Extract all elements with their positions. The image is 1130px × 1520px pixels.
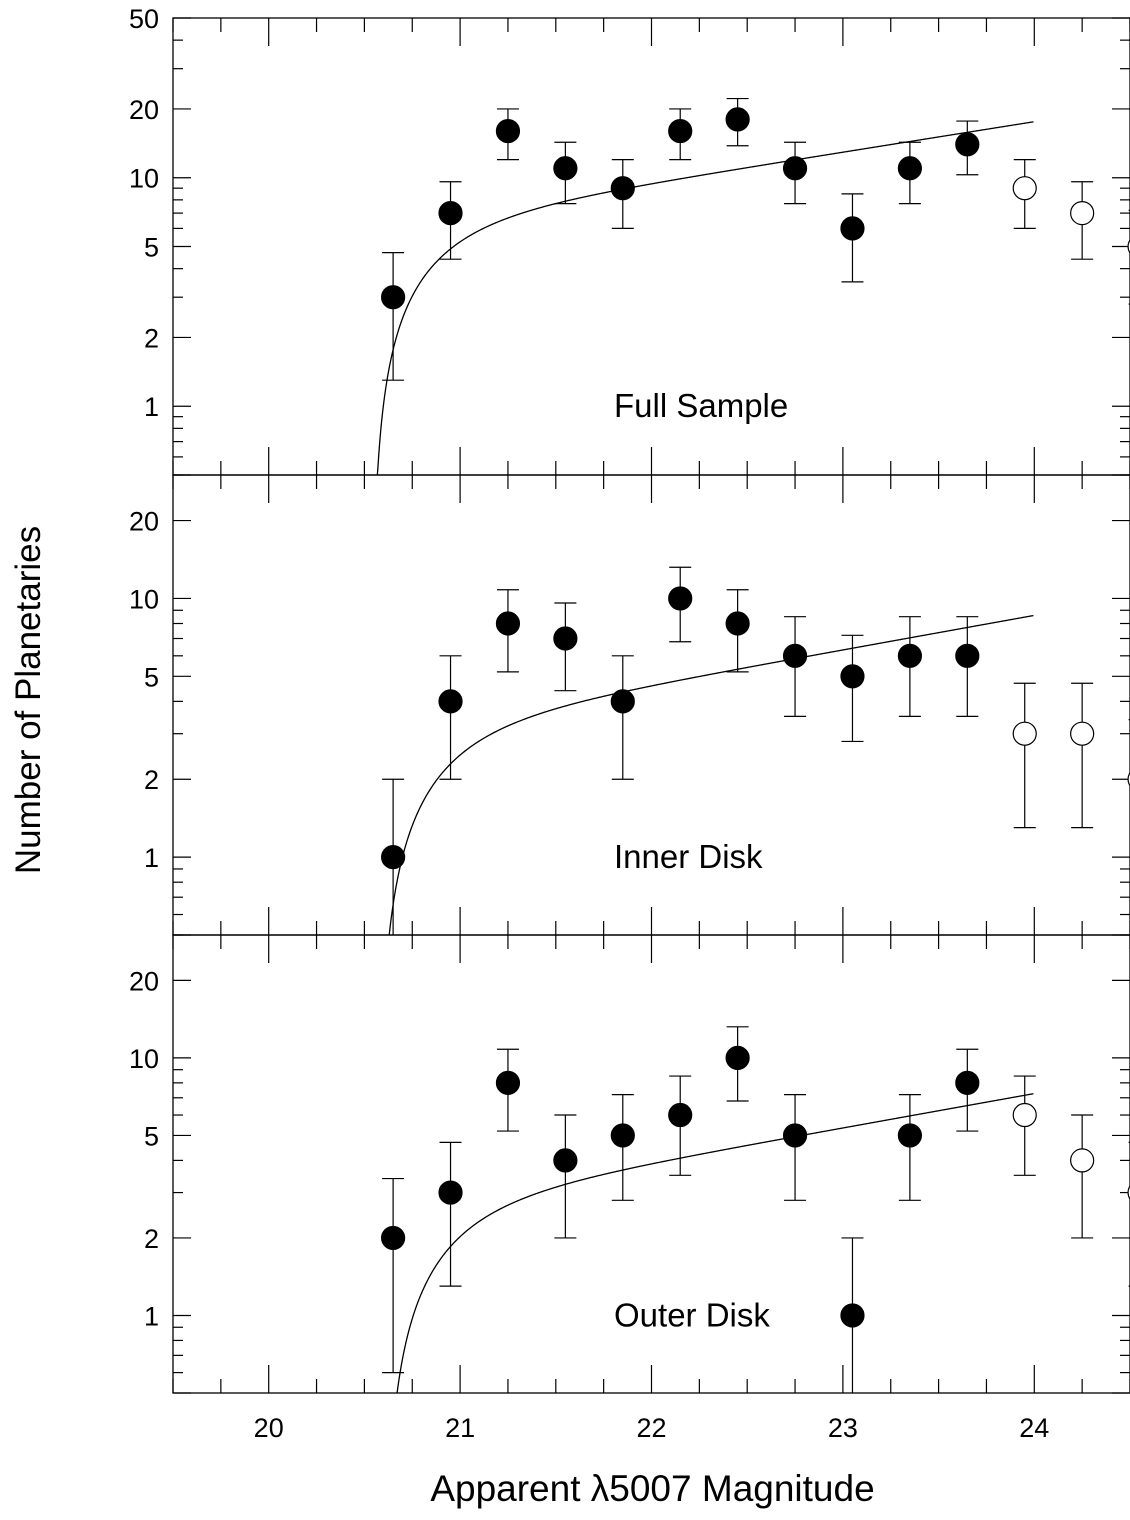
y-tick-label: 1 (144, 392, 159, 422)
data-point-filled (955, 1070, 980, 1095)
x-tick-label: 24 (1019, 1413, 1049, 1443)
y-tick-label: 10 (129, 164, 159, 194)
y-tick-label: 5 (144, 662, 159, 692)
data-point-filled (897, 156, 922, 181)
data-point-filled (897, 1123, 922, 1148)
fit-curve (376, 121, 1034, 475)
y-tick-label: 5 (144, 233, 159, 263)
panel-label: Outer Disk (614, 1296, 770, 1333)
data-point-filled (782, 643, 808, 668)
data-point-filled (553, 626, 578, 651)
data-point-filled (668, 118, 693, 144)
y-axis-label: Number of Planetaries (9, 525, 48, 875)
y-tick-label: 2 (144, 765, 159, 795)
data-point-filled (553, 156, 578, 181)
y-tick-label: 1 (144, 1301, 159, 1331)
panel-label: Full Sample (614, 387, 788, 424)
y-tick-label: 2 (144, 323, 159, 353)
data-point-filled (381, 1225, 406, 1251)
data-point-filled (668, 586, 693, 611)
data-point-filled (897, 643, 922, 668)
y-tick-label: 2 (144, 1224, 159, 1254)
data-point-filled (381, 285, 406, 310)
data-point-filled (553, 1148, 578, 1173)
data-point-filled (438, 201, 463, 226)
panel-label: Inner Disk (614, 838, 763, 875)
y-tick-label: 1 (144, 843, 159, 873)
data-point-filled (610, 689, 635, 714)
y-tick-label: 10 (129, 1044, 159, 1074)
data-point-filled (955, 132, 980, 157)
data-point-filled (725, 107, 750, 132)
data-point-filled (955, 643, 980, 668)
data-point-filled (495, 1070, 521, 1095)
data-point-filled (610, 176, 635, 201)
data-point-open (1012, 721, 1037, 746)
data-point-filled (840, 1303, 865, 1328)
data-point-filled (782, 1123, 808, 1148)
y-tick-label: 50 (129, 4, 159, 34)
x-tick-label: 21 (445, 1413, 475, 1443)
data-point-filled (840, 664, 865, 689)
data-point-filled (495, 611, 521, 636)
data-point-open (1070, 1148, 1095, 1173)
fit-curve (396, 1093, 1034, 1393)
data-point-filled (725, 1045, 750, 1070)
data-point-filled (381, 845, 406, 870)
x-axis-label: Apparent λ5007 Magnitude (430, 1468, 875, 1509)
data-point-filled (782, 156, 808, 181)
x-tick-label: 23 (828, 1413, 858, 1443)
data-point-filled (495, 118, 521, 144)
data-point-filled (668, 1102, 693, 1128)
x-tick-label: 20 (254, 1413, 284, 1443)
y-tick-label: 20 (129, 95, 159, 125)
data-point-filled (610, 1123, 635, 1148)
fit-curve (388, 614, 1034, 935)
data-point-filled (840, 216, 865, 241)
data-point-filled (725, 611, 750, 636)
y-tick-label: 20 (129, 507, 159, 537)
y-tick-label: 10 (129, 584, 159, 614)
data-point-open (1070, 721, 1095, 746)
y-tick-label: 5 (144, 1121, 159, 1151)
data-point-filled (438, 1180, 463, 1205)
data-point-open (1012, 1102, 1037, 1128)
data-point-open (1070, 201, 1095, 226)
data-point-open (1012, 176, 1037, 201)
y-tick-label: 20 (129, 966, 159, 996)
data-point-filled (438, 689, 463, 714)
x-tick-label: 22 (636, 1413, 666, 1443)
